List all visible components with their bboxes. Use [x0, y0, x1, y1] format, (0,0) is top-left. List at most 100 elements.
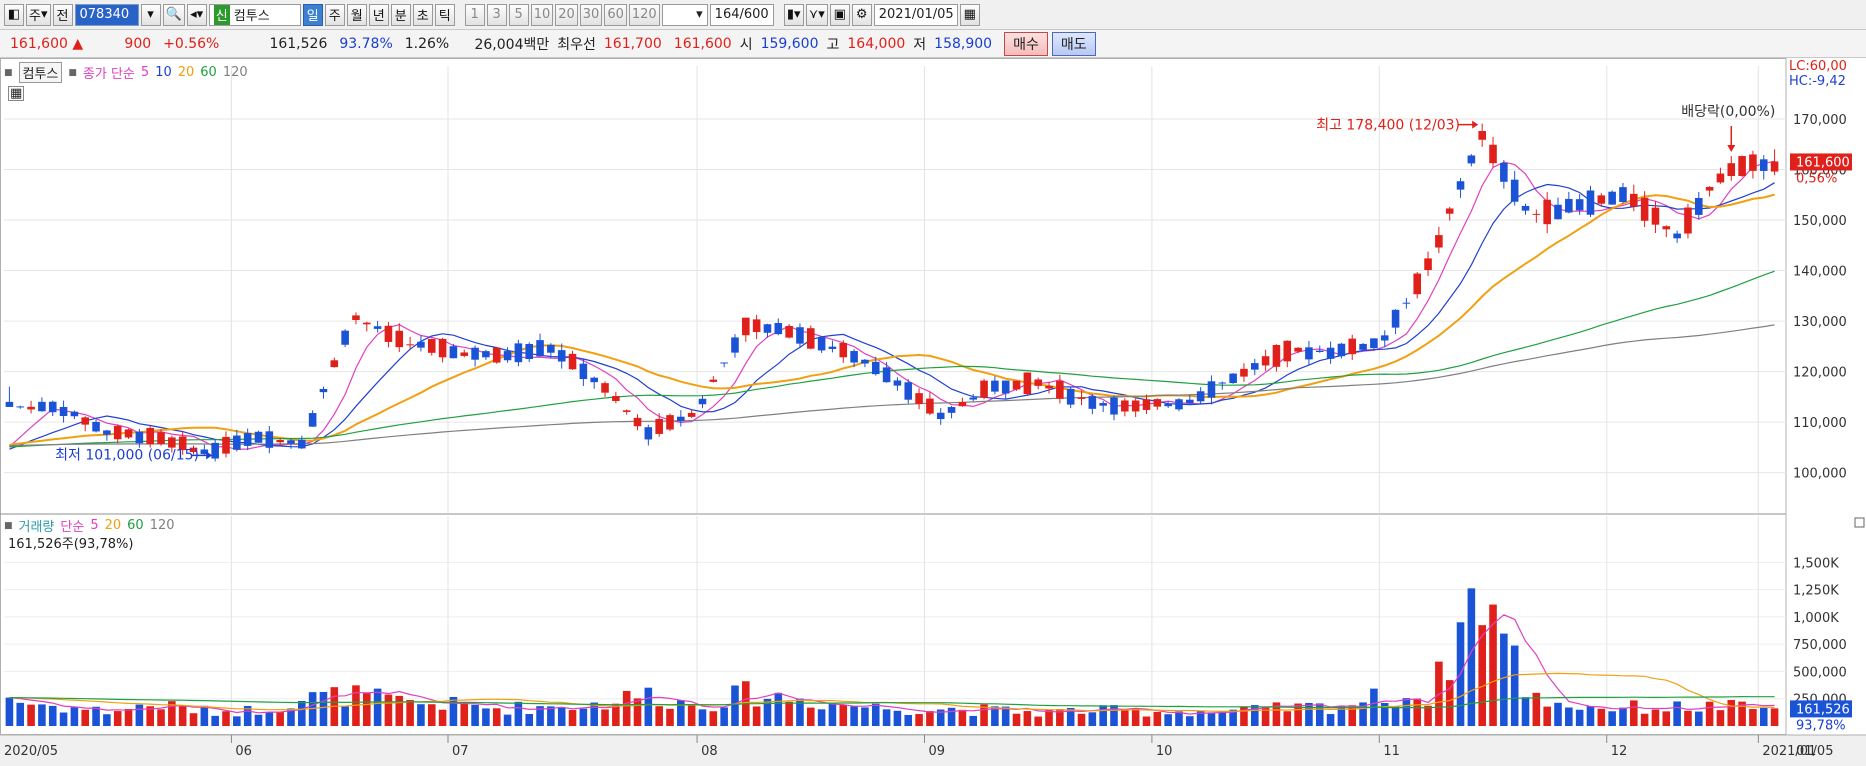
calendar-icon[interactable]: ▦ — [959, 3, 980, 26]
volume-bar — [936, 709, 945, 726]
panel-toggle-icon[interactable]: ◧ — [4, 3, 24, 26]
open-value: 159,600 — [760, 35, 819, 52]
candle-body — [1608, 191, 1616, 205]
candle-body — [417, 341, 425, 348]
volume-bar — [168, 701, 176, 726]
price-legend-title[interactable]: 컴투스 — [18, 62, 63, 83]
candle-body — [1424, 258, 1432, 271]
period-week-tab[interactable]: 주 — [324, 3, 345, 26]
candle-body — [1315, 350, 1324, 353]
candle-body — [839, 342, 848, 358]
volume-bar — [893, 710, 902, 726]
period-year-tab[interactable]: 년 — [368, 3, 389, 26]
interval-30-button[interactable]: 30 — [579, 3, 603, 26]
candle-body — [168, 437, 176, 448]
volume-bar — [59, 712, 68, 726]
candle-body — [720, 362, 728, 364]
interval-60-button[interactable]: 60 — [604, 3, 627, 26]
current-pct-label: 0,56% — [1796, 171, 1837, 186]
candle-body — [796, 327, 804, 344]
candle-body — [1575, 199, 1584, 211]
hc-label: HC:-9,42 — [1789, 74, 1846, 89]
volume-bar — [1759, 707, 1768, 726]
volume-bar — [1045, 709, 1053, 726]
save-icon[interactable]: ▣ — [829, 3, 850, 26]
volume-bar — [254, 714, 263, 726]
volume-bar — [135, 704, 144, 726]
volume-bar — [709, 711, 718, 726]
volume-bar — [1218, 710, 1227, 726]
period-day-tab[interactable]: 일 — [302, 3, 323, 26]
price-tick-label: 110,000 — [1793, 416, 1847, 431]
sell-button[interactable]: 매도 — [1051, 31, 1096, 56]
candle-body — [871, 361, 880, 375]
volume-legend: ■ 거래량 단순 5 20 60 120 — [4, 516, 175, 535]
period-second-tab[interactable]: 초 — [412, 3, 433, 26]
stock-name-field[interactable]: 신 컴투스 — [208, 3, 301, 26]
x-axis-area — [0, 735, 1866, 766]
period-tick-tab[interactable]: 틱 — [434, 3, 455, 26]
interval-120-button[interactable]: 120 — [628, 3, 660, 26]
candle-body — [1435, 235, 1443, 248]
candle-body — [936, 412, 945, 420]
date-input[interactable]: 2021/01/05 — [873, 3, 958, 26]
volume-bar — [81, 709, 90, 726]
current-price-marker — [1790, 153, 1852, 171]
volume-bar — [1543, 706, 1551, 726]
candle-body — [81, 417, 90, 425]
interval-10-button[interactable]: 10 — [530, 3, 554, 26]
period-month-tab[interactable]: 월 — [346, 3, 367, 26]
gear-icon[interactable]: ⚙ — [851, 3, 872, 26]
interval-3-button[interactable]: 3 — [486, 3, 507, 26]
candle-body — [915, 393, 923, 404]
up-arrow-icon: ▲ — [72, 35, 84, 52]
volume-bar — [200, 705, 209, 726]
chart-type-icon[interactable]: ▮▾ — [783, 3, 804, 26]
candle-body — [547, 344, 555, 353]
volume-bar — [1467, 588, 1476, 726]
volume-bar — [16, 702, 25, 726]
volume-bar — [319, 692, 328, 726]
market-select-1[interactable]: 주 ▾ — [26, 3, 51, 26]
quote-turnover: 1.26% — [404, 35, 450, 52]
volume-bar — [1056, 709, 1064, 726]
interval-5-button[interactable]: 5 — [508, 3, 529, 26]
x-tick-label: 07 — [452, 744, 469, 759]
volume-bar — [1478, 625, 1486, 726]
buy-button[interactable]: 매수 — [1004, 31, 1048, 56]
candle-body — [1121, 400, 1129, 412]
volume-bar — [687, 705, 696, 726]
volume-bar — [233, 716, 241, 726]
high-arrow-head — [1472, 120, 1479, 129]
interval-1-button[interactable]: 1 — [464, 3, 485, 26]
volume-bar — [1673, 701, 1681, 726]
code-dropdown-icon[interactable]: ▾ — [140, 3, 161, 26]
period-minute-tab[interactable]: 분 — [390, 3, 411, 26]
current-price-label: 161,600 — [1796, 155, 1850, 170]
volume-bar — [1240, 706, 1248, 726]
table-view-icon[interactable]: ▦ — [8, 86, 25, 101]
volume-bar — [980, 704, 988, 726]
bar-count-input[interactable]: 164/600 — [709, 3, 774, 26]
indicator-icon[interactable]: ⋎▾ — [805, 3, 828, 26]
interval-custom-input[interactable]: ▾ — [661, 3, 708, 26]
candle-body — [926, 398, 934, 414]
candle-body — [1370, 338, 1378, 349]
volume-bar — [449, 696, 458, 726]
stock-code-input[interactable]: 078340 — [74, 3, 139, 26]
candle-body — [536, 340, 544, 357]
current-volume-pct-label: 93,78% — [1796, 718, 1846, 733]
candle-body — [254, 431, 263, 443]
volume-bar — [828, 702, 837, 726]
volume-bar — [1088, 712, 1097, 726]
candle-body — [1240, 368, 1248, 377]
interval-20-button[interactable]: 20 — [555, 3, 578, 26]
volume-bar — [1391, 706, 1400, 726]
stock-chart[interactable]: 170,000160,000150,000140,000130,000120,0… — [0, 58, 1866, 766]
volume-bar — [1034, 716, 1042, 726]
volume-bar — [243, 705, 252, 726]
speaker-icon[interactable]: ◂▾ — [186, 3, 207, 26]
search-icon[interactable]: 🔍 — [162, 3, 185, 26]
candle-body — [568, 353, 577, 370]
market-select-2[interactable]: 전 — [52, 3, 73, 26]
